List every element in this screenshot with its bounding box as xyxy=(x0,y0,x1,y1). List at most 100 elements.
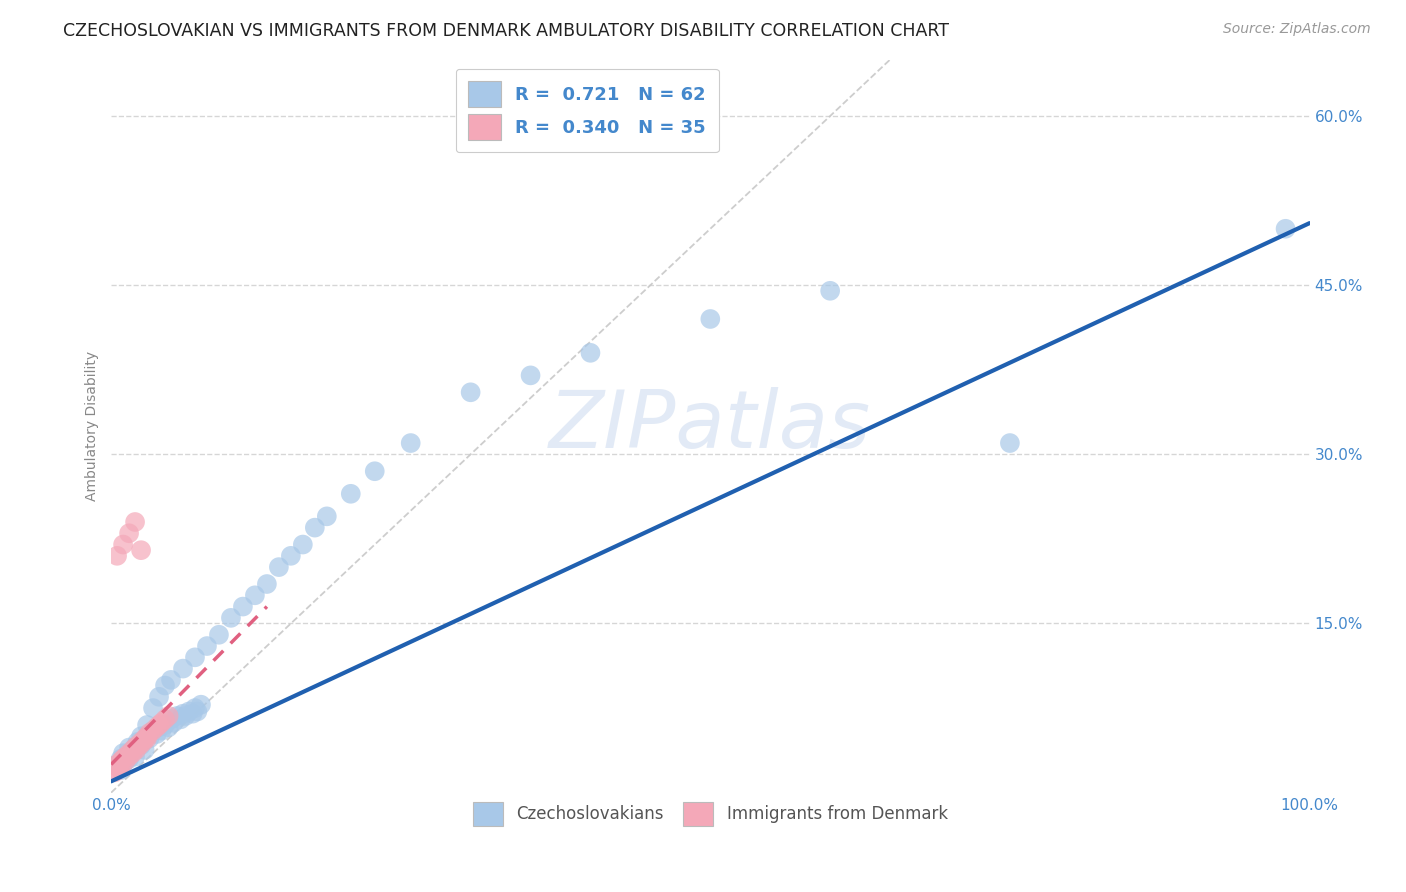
Point xyxy=(107,761,129,775)
Point xyxy=(114,754,136,768)
Point xyxy=(184,701,207,715)
Point xyxy=(291,537,314,551)
Point xyxy=(153,679,176,693)
Point xyxy=(118,749,141,764)
Point xyxy=(103,763,125,777)
Point xyxy=(219,611,242,625)
Point xyxy=(129,735,152,749)
Point xyxy=(114,749,136,764)
Point xyxy=(118,752,141,766)
Point xyxy=(134,743,156,757)
Point xyxy=(304,521,326,535)
Point xyxy=(172,662,194,676)
Point xyxy=(172,706,194,721)
Point xyxy=(399,436,422,450)
Point xyxy=(150,715,173,730)
Point xyxy=(460,385,482,400)
Point xyxy=(127,735,149,749)
Point xyxy=(364,464,387,478)
Point xyxy=(124,749,146,764)
Text: CZECHOSLOVAKIAN VS IMMIGRANTS FROM DENMARK AMBULATORY DISABILITY CORRELATION CHA: CZECHOSLOVAKIAN VS IMMIGRANTS FROM DENMA… xyxy=(63,22,949,40)
Y-axis label: Ambulatory Disability: Ambulatory Disability xyxy=(86,351,100,501)
Legend: Czechoslovakians, Immigrants from Denmark: Czechoslovakians, Immigrants from Denmar… xyxy=(463,792,957,836)
Point xyxy=(148,718,170,732)
Point xyxy=(145,727,167,741)
Point xyxy=(142,723,165,738)
Point xyxy=(114,754,136,768)
Point xyxy=(579,346,602,360)
Point xyxy=(174,709,197,723)
Point xyxy=(184,650,207,665)
Text: ZIPatlas: ZIPatlas xyxy=(550,387,872,465)
Point xyxy=(136,718,159,732)
Point xyxy=(128,739,150,753)
Point xyxy=(166,709,188,723)
Point xyxy=(138,731,160,746)
Point xyxy=(232,599,254,614)
Point xyxy=(112,746,135,760)
Point xyxy=(112,537,135,551)
Point xyxy=(129,543,152,558)
Point xyxy=(127,739,149,753)
Point xyxy=(134,731,156,746)
Point xyxy=(118,740,141,755)
Point xyxy=(181,706,204,721)
Point xyxy=(121,743,143,757)
Point xyxy=(112,752,135,766)
Point xyxy=(315,509,337,524)
Point xyxy=(124,515,146,529)
Point xyxy=(267,560,290,574)
Point xyxy=(157,709,180,723)
Point xyxy=(118,526,141,541)
Point xyxy=(105,549,128,563)
Point xyxy=(160,712,183,726)
Point xyxy=(125,743,148,757)
Point xyxy=(160,673,183,687)
Point xyxy=(150,723,173,738)
Point xyxy=(136,731,159,746)
Point xyxy=(108,761,131,775)
Point xyxy=(519,368,541,383)
Point xyxy=(148,690,170,704)
Point xyxy=(124,740,146,755)
Point xyxy=(177,705,200,719)
Point xyxy=(699,312,721,326)
Point xyxy=(1274,221,1296,235)
Point xyxy=(157,720,180,734)
Point xyxy=(105,757,128,772)
Point xyxy=(136,729,159,743)
Point xyxy=(162,715,184,730)
Point xyxy=(998,436,1021,450)
Point xyxy=(142,723,165,738)
Point xyxy=(124,740,146,755)
Point xyxy=(121,746,143,760)
Point xyxy=(190,698,212,712)
Point xyxy=(195,639,218,653)
Point xyxy=(129,739,152,753)
Point xyxy=(818,284,841,298)
Point xyxy=(110,763,132,777)
Point xyxy=(142,701,165,715)
Point xyxy=(169,712,191,726)
Point xyxy=(129,729,152,743)
Point xyxy=(339,487,361,501)
Point xyxy=(104,765,127,780)
Point xyxy=(148,720,170,734)
Point xyxy=(118,746,141,760)
Point xyxy=(121,743,143,757)
Point xyxy=(280,549,302,563)
Point xyxy=(132,735,155,749)
Point xyxy=(186,705,208,719)
Point xyxy=(110,754,132,768)
Point xyxy=(136,729,159,743)
Point xyxy=(153,712,176,726)
Point xyxy=(208,628,231,642)
Point xyxy=(112,757,135,772)
Point xyxy=(153,718,176,732)
Point xyxy=(256,577,278,591)
Point xyxy=(111,757,134,772)
Point xyxy=(105,757,128,772)
Text: Source: ZipAtlas.com: Source: ZipAtlas.com xyxy=(1223,22,1371,37)
Point xyxy=(243,588,266,602)
Point xyxy=(138,726,160,740)
